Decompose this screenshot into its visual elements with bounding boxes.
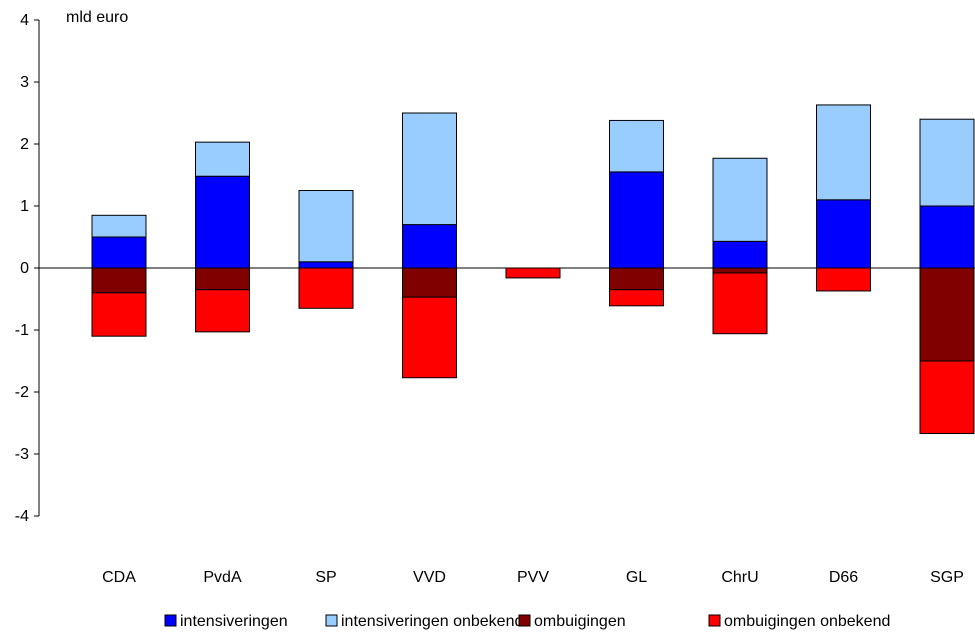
legend-swatch xyxy=(518,614,531,627)
bar-segment xyxy=(195,289,250,333)
bar-segment xyxy=(609,171,664,269)
bar-segment xyxy=(91,214,147,238)
y-tick-label: 3 xyxy=(20,74,29,91)
bar-segment xyxy=(919,360,975,435)
y-tick-label: -2 xyxy=(15,384,29,401)
category-label: PvdA xyxy=(203,569,242,586)
bar-segment xyxy=(609,267,664,291)
y-tick-label: -3 xyxy=(15,446,29,463)
category-label: VVD xyxy=(413,569,446,586)
bar-segment xyxy=(298,267,354,309)
legend-swatch xyxy=(708,614,721,627)
y-axis-unit-label: mld euro xyxy=(66,9,128,26)
y-tick-label: -1 xyxy=(15,322,29,339)
legend-label: ombuigingen onbekend xyxy=(724,613,890,630)
bar-segment xyxy=(402,224,457,269)
y-axis: 4 3 2 1 0 -1 -2 -3 -4 xyxy=(15,12,40,525)
legend-label: intensiveringen xyxy=(180,613,288,630)
bar-segment xyxy=(816,267,871,292)
bar-segment xyxy=(816,104,871,201)
legend-label: ombuigingen xyxy=(534,613,626,630)
category-label: PVV xyxy=(517,569,549,586)
bar-segment xyxy=(609,119,664,173)
bar-segment xyxy=(402,267,457,298)
bar-segment xyxy=(91,236,147,269)
bar-segment xyxy=(195,175,250,269)
y-tick-label: 2 xyxy=(20,136,29,153)
bar-segment xyxy=(919,267,975,362)
bar-segment xyxy=(298,261,354,269)
category-label: ChrU xyxy=(721,569,758,586)
bar-segment xyxy=(402,112,457,226)
bars xyxy=(91,104,975,435)
y-tick-label: 4 xyxy=(20,12,29,29)
bar-segment xyxy=(91,267,147,294)
category-label: SP xyxy=(315,569,336,586)
bar-segment xyxy=(505,267,561,279)
legend: intensiveringen intensiveringen onbekend o… xyxy=(164,613,890,630)
legend-swatch xyxy=(164,614,177,627)
bar-segment xyxy=(712,272,768,335)
bar-segment xyxy=(609,289,664,307)
category-label: D66 xyxy=(829,569,858,586)
y-tick-label: 0 xyxy=(20,260,29,277)
y-tick-label: 1 xyxy=(20,198,29,215)
bar-segment xyxy=(919,118,975,207)
category-label: GL xyxy=(626,569,647,586)
bar-segment xyxy=(195,141,250,177)
bar-segment xyxy=(402,296,457,379)
bar-segment xyxy=(712,240,768,269)
legend-label: intensiveringen onbekend xyxy=(341,613,523,630)
bar-segment xyxy=(712,267,768,274)
bar-segment xyxy=(816,199,871,269)
bar-segment xyxy=(298,190,354,263)
category-label: SGP xyxy=(930,569,964,586)
bar-segment xyxy=(919,205,975,269)
category-labels: CDA PvdA SP VVD PVV GL ChrU D66 SGP xyxy=(102,569,964,586)
category-label: CDA xyxy=(102,569,136,586)
bar-segment xyxy=(712,157,768,242)
y-tick-label: -4 xyxy=(15,508,29,525)
legend-swatch xyxy=(325,614,338,627)
bar-segment xyxy=(195,267,250,291)
bar-segment xyxy=(91,292,147,337)
